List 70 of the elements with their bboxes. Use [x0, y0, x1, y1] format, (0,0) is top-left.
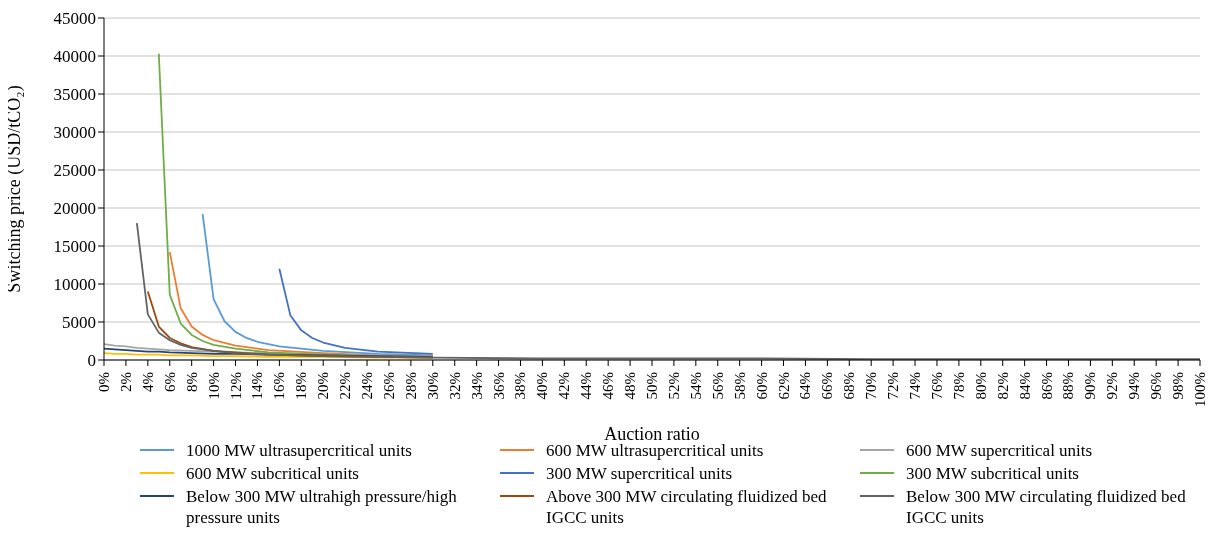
y-tick-label: 5000 — [62, 313, 96, 333]
y-tick-label: 20000 — [53, 199, 96, 219]
legend-label: 300 MW subcritical units — [906, 463, 1079, 484]
x-tick-label: 80% — [972, 372, 989, 400]
y-axis-title: Switching price (USD/tCO₂) — [4, 85, 26, 293]
x-tick-label: 36% — [490, 372, 507, 400]
x-tick-label: 34% — [468, 372, 485, 400]
x-tick-label: 46% — [600, 372, 617, 400]
x-tick-label: 100% — [1192, 372, 1208, 407]
x-tick-label: 26% — [380, 372, 397, 400]
x-tick-label: 40% — [534, 372, 551, 400]
x-tick-label: 22% — [337, 372, 354, 400]
x-tick-label: 72% — [885, 372, 902, 400]
x-tick-label: 76% — [928, 372, 945, 400]
x-tick-label: 44% — [578, 372, 595, 400]
y-tick-label: 35000 — [53, 85, 96, 105]
x-tick-label: 30% — [424, 372, 441, 400]
x-tick-label: 74% — [907, 372, 924, 400]
legend-label: 1000 MW ultrasupercritical units — [186, 440, 412, 461]
x-tick-label: 16% — [271, 372, 288, 400]
x-tick-label: 90% — [1082, 372, 1099, 400]
x-tick-label: 92% — [1104, 372, 1121, 400]
y-tick-label: 10000 — [53, 275, 96, 295]
legend-label: 300 MW supercritical units — [546, 463, 733, 484]
x-tick-label: 66% — [819, 372, 836, 400]
x-tick-label: 64% — [797, 372, 814, 400]
y-tick-label: 15000 — [53, 237, 96, 257]
legend-label: 600 MW supercritical units — [906, 440, 1093, 461]
x-tick-label: 28% — [402, 372, 419, 400]
x-tick-label: 86% — [1038, 372, 1055, 400]
y-tick-label: 40000 — [53, 47, 96, 67]
x-tick-label: 24% — [359, 372, 376, 400]
x-tick-label: 32% — [446, 372, 463, 400]
y-tick-label: 0 — [87, 351, 96, 371]
x-tick-label: 60% — [753, 372, 770, 400]
x-tick-label: 78% — [950, 372, 967, 400]
x-tick-label: 2% — [117, 372, 134, 392]
x-tick-label: 94% — [1126, 372, 1143, 400]
legend-label: Above 300 MW circulating fluidized bed IGCC units — [546, 486, 828, 528]
x-tick-label: 18% — [293, 372, 310, 400]
x-tick-label: 70% — [863, 372, 880, 400]
y-tick-label: 25000 — [53, 161, 96, 181]
y-tick-label: 30000 — [53, 123, 96, 143]
x-tick-label: 6% — [161, 372, 178, 392]
legend-label: Below 300 MW ultrahigh pressure/high pressure units — [186, 486, 458, 528]
x-tick-label: 0% — [96, 372, 112, 392]
y-tick-label: 45000 — [53, 9, 96, 29]
legend-label: 600 MW subcritical units — [186, 463, 359, 484]
x-tick-label: 50% — [644, 372, 660, 400]
x-tick-label: 96% — [1148, 372, 1165, 400]
x-tick-label: 42% — [556, 372, 573, 400]
x-tick-label: 10% — [205, 372, 222, 400]
x-tick-label: 12% — [227, 372, 244, 400]
x-tick-label: 20% — [315, 372, 332, 400]
x-tick-label: 14% — [249, 372, 266, 400]
x-tick-label: 62% — [775, 372, 792, 400]
x-tick-label: 38% — [512, 372, 529, 400]
x-tick-label: 84% — [1016, 372, 1033, 400]
x-tick-label: 82% — [994, 372, 1011, 400]
x-tick-label: 98% — [1170, 372, 1187, 400]
x-tick-label: 8% — [183, 372, 200, 392]
x-tick-label: 4% — [139, 372, 156, 392]
x-tick-label: 52% — [665, 372, 682, 400]
x-tick-label: 68% — [841, 372, 858, 400]
x-tick-label: 88% — [1060, 372, 1077, 400]
legend-label: Below 300 MW circulating fluidized bed IGCC units — [906, 486, 1187, 528]
x-tick-label: 58% — [731, 372, 748, 400]
x-tick-label: 54% — [687, 372, 704, 400]
x-tick-label: 48% — [622, 372, 639, 400]
x-tick-label: 56% — [709, 372, 726, 400]
